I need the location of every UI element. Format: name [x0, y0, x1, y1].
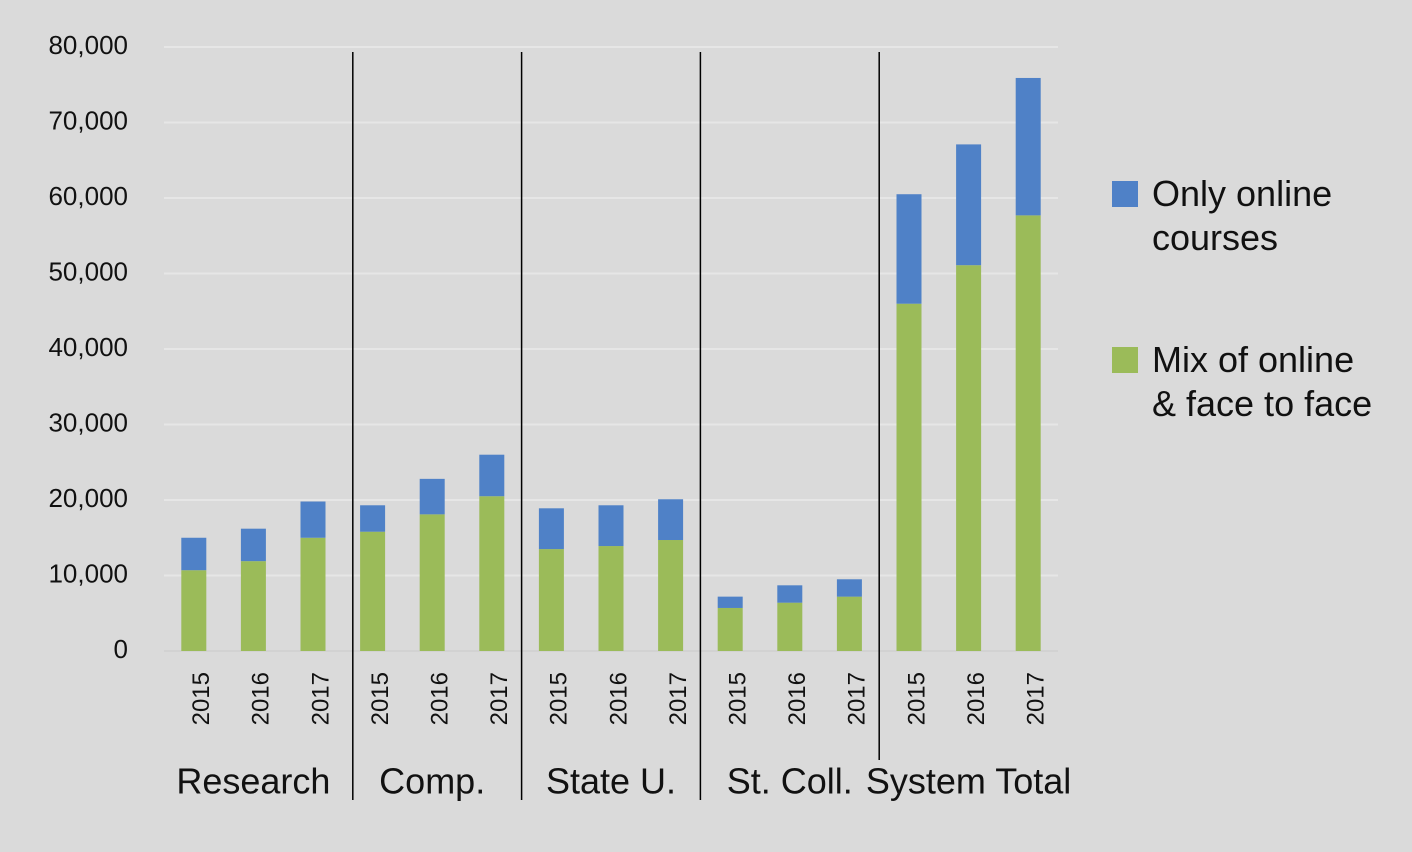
group-label: State U. — [546, 761, 676, 802]
group-label: Research — [176, 761, 330, 802]
y-tick-label: 80,000 — [48, 30, 128, 60]
x-tick-label: 2017 — [1023, 672, 1050, 725]
bar-segment — [658, 499, 684, 541]
bar-segment — [598, 505, 624, 547]
group-label: St. Coll. — [727, 761, 853, 802]
bar-segment — [777, 585, 803, 603]
y-tick-label: 50,000 — [48, 256, 128, 286]
legend-swatch — [1112, 181, 1138, 207]
x-tick-label: 2017 — [307, 672, 334, 725]
bar-segment — [956, 265, 982, 651]
x-tick-label: 2015 — [903, 672, 930, 725]
x-tick-label: 2017 — [665, 672, 692, 725]
group-label: Comp. — [379, 761, 485, 802]
legend-label: Mix of online & face to face — [1152, 339, 1373, 424]
bar-segment — [717, 596, 743, 608]
bar-segment — [240, 528, 266, 562]
bar-segment — [1015, 215, 1041, 652]
bar-segment — [360, 531, 386, 651]
bar-segment — [181, 537, 207, 571]
x-tick-label: 2015 — [188, 672, 215, 725]
x-tick-label: 2016 — [784, 672, 811, 725]
bar-segment — [181, 570, 207, 651]
bar-segment — [1015, 77, 1041, 216]
y-tick-label: 70,000 — [48, 105, 128, 135]
bar-segment — [300, 537, 326, 651]
y-tick-label: 30,000 — [48, 407, 128, 437]
y-tick-label: 40,000 — [48, 332, 128, 362]
bar-segment — [836, 579, 862, 597]
legend-item: Mix of online & face to face — [1112, 338, 1402, 426]
bar-segment — [479, 454, 505, 497]
legend-label: Only online courses — [1152, 173, 1333, 258]
y-tick-label: 0 — [114, 634, 128, 664]
bar-segment — [300, 501, 326, 538]
x-tick-label: 2016 — [963, 672, 990, 725]
x-tick-label: 2016 — [427, 672, 454, 725]
x-tick-label: 2015 — [725, 672, 752, 725]
bar-segment — [658, 540, 684, 651]
x-tick-label: 2015 — [367, 672, 394, 725]
legend-swatch — [1112, 347, 1138, 373]
bar-segment — [717, 607, 743, 651]
group-label: System Total — [866, 761, 1071, 802]
bar-segment — [836, 596, 862, 651]
x-tick-label: 2016 — [605, 672, 632, 725]
bar-segment — [419, 478, 445, 515]
x-tick-label: 2017 — [844, 672, 871, 725]
bar-segment — [538, 508, 564, 550]
bar-segment — [598, 546, 624, 651]
bar-segment — [956, 144, 982, 266]
bar-segment — [777, 602, 803, 651]
bar-segment — [896, 194, 922, 304]
y-tick-label: 10,000 — [48, 558, 128, 588]
bar-segment — [419, 514, 445, 651]
y-tick-label: 60,000 — [48, 181, 128, 211]
x-tick-label: 2017 — [486, 672, 513, 725]
legend-item: Only online courses — [1112, 172, 1402, 260]
x-tick-label: 2015 — [546, 672, 573, 725]
bar-segment — [360, 505, 386, 532]
bar-segment — [896, 303, 922, 651]
bar-segment — [538, 549, 564, 651]
bar-segment — [479, 496, 505, 651]
bar-segment — [240, 561, 266, 651]
y-tick-label: 20,000 — [48, 483, 128, 513]
x-tick-label: 2016 — [248, 672, 275, 725]
